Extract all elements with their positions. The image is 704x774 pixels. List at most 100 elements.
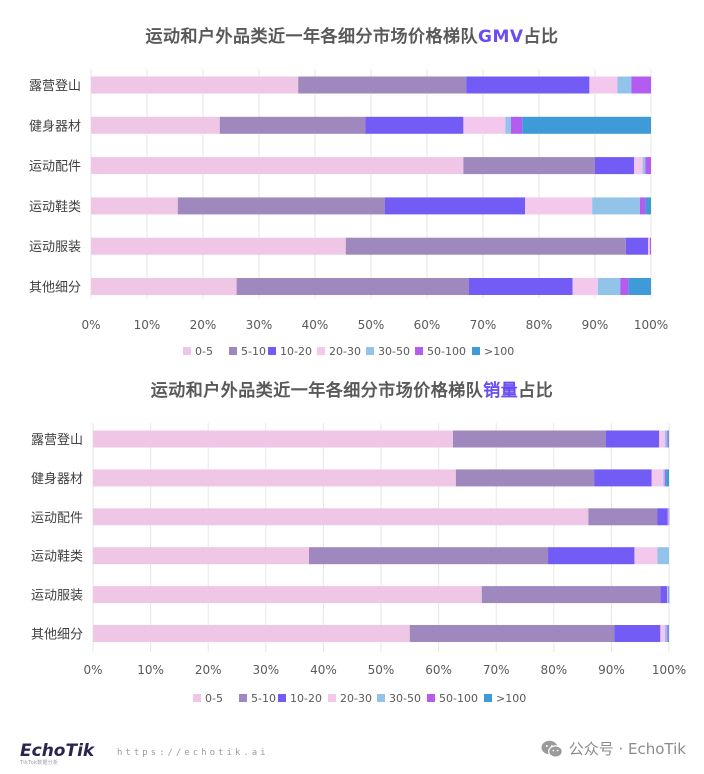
- footer-url: https://echotik.ai: [117, 748, 269, 758]
- bar-segment: [639, 197, 646, 215]
- category-label: 运动配件: [29, 160, 81, 175]
- x-tick-label: 100%: [652, 663, 686, 677]
- legend-label: 10-20: [280, 345, 312, 358]
- category-label: 健身器材: [29, 118, 81, 134]
- bar-segment: [664, 469, 667, 487]
- legend-label: 30-50: [389, 692, 421, 705]
- legend-label: 5-10: [241, 345, 266, 358]
- bar-segment: [522, 116, 651, 134]
- chart-title-sales: 运动和户外品类近一年各细分市场价格梯队销量占比: [150, 381, 554, 401]
- legend-swatch: [328, 694, 336, 702]
- bar-segment: [93, 547, 309, 565]
- legend-label: 20-30: [329, 345, 361, 358]
- x-tick-label: 50%: [368, 663, 395, 677]
- bar-segment: [91, 278, 237, 295]
- bar-segment: [642, 157, 646, 175]
- legend-label: 50-100: [427, 345, 466, 358]
- bar-segment: [91, 157, 464, 175]
- bar-segment: [177, 197, 385, 215]
- bar-segment: [668, 430, 670, 448]
- bar-segment: [91, 76, 299, 94]
- category-label: 运动配件: [31, 511, 83, 526]
- bar-segment: [634, 157, 643, 175]
- bar-segment: [572, 278, 598, 295]
- bar-segment: [455, 469, 595, 487]
- bar-segment: [453, 430, 606, 448]
- bar-segment: [469, 278, 573, 295]
- legend-swatch: [484, 694, 492, 702]
- legend-label: 50-100: [439, 692, 478, 705]
- echotik-logo: EchoTik TikTok数据分析: [20, 741, 95, 766]
- legend-swatch: [229, 347, 237, 355]
- bar-segment: [666, 469, 669, 487]
- legend-label: 30-50: [378, 345, 410, 358]
- bar-segment: [667, 586, 668, 604]
- x-tick-label: 60%: [425, 663, 452, 677]
- chart-title-gmv: 运动和户外品类近一年各细分市场价格梯队GMV占比: [145, 27, 559, 47]
- bar-segment: [93, 430, 453, 448]
- x-tick-label: 50%: [358, 318, 385, 332]
- legend-label: 0-5: [195, 345, 213, 358]
- legend-swatch: [268, 347, 276, 355]
- bar-segment: [659, 430, 665, 448]
- bar-segment: [345, 237, 626, 255]
- x-tick-label: 0%: [81, 318, 100, 332]
- bar-segment: [667, 586, 669, 604]
- bar-segment: [93, 508, 589, 526]
- bar-segment: [505, 116, 511, 134]
- bar-segment: [93, 469, 456, 487]
- legend-swatch: [278, 694, 286, 702]
- bar-segment: [668, 586, 670, 604]
- wechat-account: 公众号 · EchoTik: [541, 738, 686, 759]
- logo-subtitle: TikTok数据分析: [20, 760, 59, 766]
- category-label: 运动服装: [31, 589, 83, 604]
- x-tick-label: 30%: [252, 663, 279, 677]
- legend-swatch: [366, 347, 374, 355]
- legend-swatch: [193, 694, 201, 702]
- bar-segment: [298, 76, 467, 94]
- bar-segment: [511, 116, 523, 134]
- bar-segment: [409, 625, 615, 642]
- bar-segment: [365, 116, 464, 134]
- legend-swatch: [317, 347, 325, 355]
- bar-segment: [463, 116, 506, 134]
- bar-segment: [595, 157, 635, 175]
- bar-segment: [594, 469, 652, 487]
- x-tick-label: 40%: [310, 663, 337, 677]
- bar-segment: [588, 508, 658, 526]
- x-tick-label: 90%: [598, 663, 625, 677]
- bar-segment: [667, 625, 669, 642]
- x-tick-label: 70%: [483, 663, 510, 677]
- bar-segment: [634, 547, 658, 565]
- legend-label: 20-30: [340, 692, 372, 705]
- bar-segment: [667, 508, 669, 526]
- bar-segment: [648, 237, 650, 255]
- bar-segment: [463, 157, 595, 175]
- bar-segment: [620, 278, 629, 295]
- bar-segment: [664, 625, 668, 642]
- legend-swatch: [427, 694, 435, 702]
- bar-segment: [660, 625, 665, 642]
- bar-segment: [525, 197, 593, 215]
- bar-segment: [219, 116, 366, 134]
- wechat-icon: [541, 740, 563, 758]
- bar-segment: [631, 76, 651, 94]
- category-label: 露营登山: [29, 79, 81, 94]
- bar-segment: [91, 116, 220, 134]
- x-tick-label: 100%: [634, 318, 668, 332]
- x-tick-label: 90%: [582, 318, 609, 332]
- x-tick-label: 0%: [83, 663, 102, 677]
- bar-segment: [628, 278, 651, 295]
- bar-segment: [91, 237, 346, 255]
- sales-stacked-bar-chart: 0% 10% 20% 30% 40% 50% 60% 70% 80% 90% 100% 露营登山健身器…: [31, 423, 686, 705]
- bar-segment: [657, 508, 668, 526]
- bar-segment: [667, 430, 669, 448]
- bar-segment: [309, 547, 549, 565]
- bar-segment: [548, 547, 635, 565]
- legend-swatch: [377, 694, 385, 702]
- category-label: 运动鞋类: [29, 199, 81, 215]
- gmv-stacked-bar-chart: 0% 10% 20% 30% 40% 50% 60% 70% 80% 90% 100% 露营登山健身器…: [29, 69, 668, 358]
- bar-segment: [597, 278, 621, 295]
- legend-swatch: [183, 347, 191, 355]
- bar-segment: [617, 76, 632, 94]
